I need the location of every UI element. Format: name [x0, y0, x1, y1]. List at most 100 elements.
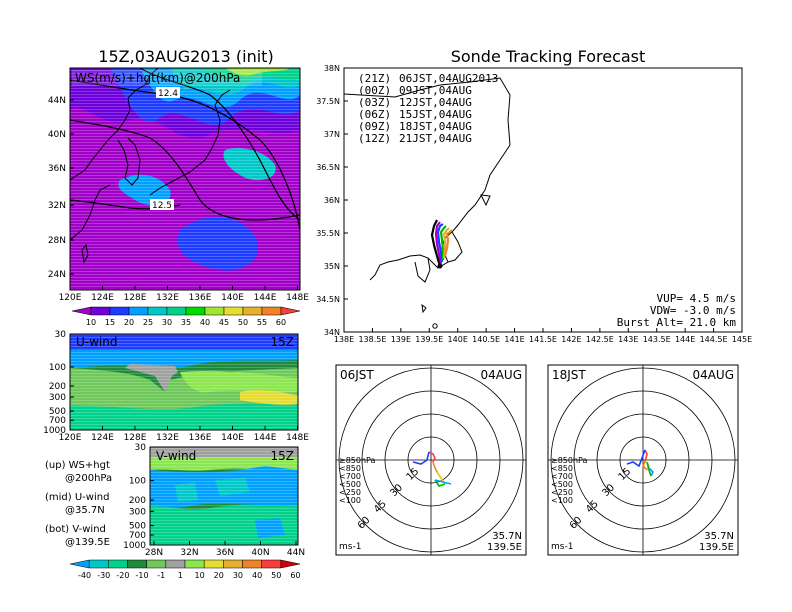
legend-up-line: (up) WS+hgt	[45, 460, 110, 471]
korea-coastline	[117, 137, 141, 186]
ws-colorbar: 10 15 20 25 30 35 40 45 50 55 60	[71, 306, 301, 327]
lon-tick-label: 139.5E	[415, 335, 443, 344]
lon-tick-label: 142.5E	[586, 335, 614, 344]
init-title: 15Z,03AUG2013 (init)	[98, 47, 273, 66]
ws-map-label: WS(m/s)+hgt(km)@200hPa	[75, 71, 240, 85]
sonde-track	[430, 219, 442, 267]
pressure-tick-label: 500	[129, 522, 146, 532]
lon-tick-label: 140E	[221, 293, 244, 303]
sonde-track	[439, 225, 447, 260]
colorbar-label: -1	[157, 571, 165, 580]
legend-bot-line: (bot) V-wind	[45, 524, 106, 535]
legend-utc: (21Z)	[358, 72, 391, 85]
hodo-lon: 139.5E	[487, 542, 522, 553]
colorbar-label: 15	[105, 318, 115, 327]
lat-tick-label: 40N	[48, 130, 66, 140]
colorbar-label: 35	[181, 318, 191, 327]
vwind-label: V-wind	[156, 449, 196, 463]
legend-utc: (00Z)	[358, 84, 391, 97]
lon-tick-label: 144E	[254, 433, 277, 443]
hodo-trace	[428, 451, 436, 463]
hodo-level-label: ≥850hPa	[551, 456, 588, 465]
track-lat-ticks: 38N 37.5N 37N 36.5N 36N 35.5N 35N 34.5N 34N	[316, 64, 348, 337]
colorbar-swatch	[223, 306, 244, 316]
colorbar-swatch	[280, 306, 301, 316]
hodo-lon: 139.5E	[699, 542, 734, 553]
pressure-tick-label: 30	[55, 330, 67, 340]
vwind-lat-ticks: 28N 32N 36N 40N 44N	[145, 541, 305, 558]
lon-tick-label: 144E	[675, 335, 695, 344]
panel-legend: (up) WS+hgt @200hPa (mid) U-wind @35.7N …	[45, 460, 112, 548]
hodo-level-label: <250	[339, 488, 361, 497]
hodo-unit: ms-1	[339, 542, 361, 552]
hodo-level-label: <250	[551, 488, 573, 497]
lon-tick-label: 136E	[189, 293, 212, 303]
island-coastline	[432, 323, 438, 329]
lon-tick-label: 148E	[286, 433, 309, 443]
lon-tick-label: 132E	[156, 293, 179, 303]
sonde-track	[442, 227, 450, 259]
hodo-level-label: <500	[339, 480, 361, 489]
colorbar-label: 55	[257, 318, 267, 327]
ws-map-panel: 12.4 12.5 WS(m/s)+hgt(km)@200hPa 44N 40N 3…	[48, 67, 309, 303]
lon-tick-label: 140E	[448, 335, 468, 344]
colorbar-label: 30	[233, 571, 243, 580]
hodo-level-label: <500	[551, 480, 573, 489]
ws-map-lat-ticks: 44N 40N 36N 32N 28N 24N	[48, 96, 74, 280]
lon-tick-label: 132E	[156, 433, 179, 443]
hodo-date: 04AUG	[692, 368, 734, 382]
lat-tick-label: 36N	[216, 548, 234, 558]
pressure-tick-label: 100	[49, 363, 66, 373]
colorbar-label: 20	[124, 318, 134, 327]
diverging-colorbar: -40 -30 -20 -10 -1 1 10 20 30 40 50 60	[69, 559, 301, 580]
descent-speed: VDW= -3.0 m/s	[650, 304, 736, 317]
launch-point	[437, 263, 443, 269]
pressure-tick-label: 300	[129, 507, 146, 517]
colorbar-label: 50	[238, 318, 248, 327]
hodo-trace	[646, 461, 652, 477]
legend-jst: 15JST,04AUG	[399, 108, 472, 121]
colorbar-swatch	[69, 559, 90, 569]
colorbar-label: 40	[252, 571, 262, 580]
hodo-level-label: <850	[339, 464, 361, 473]
track-legend: (21Z) 06JST,04AUG2013 (00Z) 09JST,04AUG (03Z…	[358, 72, 498, 145]
hodo-level-label: <100	[551, 496, 573, 505]
legend-utc: (12Z)	[358, 132, 391, 145]
colorbar-swatch	[261, 306, 282, 316]
track-map-panel: 38N 37.5N 37N 36.5N 36N 35.5N 35N 34.5N 34N 138E…	[316, 64, 752, 344]
lat-tick-label: 36N	[48, 164, 66, 174]
hodo-date: 04AUG	[480, 368, 522, 382]
colorbar-swatch	[204, 306, 225, 316]
colorbar-label: 10	[194, 571, 204, 580]
lon-tick-label: 145E	[732, 335, 752, 344]
track-lon-ticks: 138E 138.5E 139E 139.5E 140E 140.5E 141E 141.5E…	[334, 328, 752, 344]
hodo-trace	[412, 451, 430, 465]
colorbar-label: 45	[219, 318, 229, 327]
lat-tick-label: 36N	[324, 196, 340, 205]
lat-tick-label: 44N	[48, 96, 66, 106]
lat-tick-label: 35.5N	[316, 229, 340, 238]
lon-tick-label: 141.5E	[529, 335, 557, 344]
pressure-tick-label: 700	[49, 416, 66, 426]
hodo-level-label: <700	[551, 472, 573, 481]
height-contour	[70, 79, 300, 231]
uwind-label: U-wind	[76, 335, 117, 349]
hodo-level-label: <700	[339, 472, 361, 481]
sonde-title: Sonde Tracking Forecast	[451, 47, 646, 66]
legend-mid-line: (mid) U-wind	[45, 492, 109, 503]
lon-tick-label: 144E	[254, 293, 277, 303]
lat-tick-label: 32N	[48, 201, 66, 211]
colorbar-swatch	[88, 559, 109, 569]
lat-tick-label: 32N	[180, 548, 198, 558]
legend-jst: 18JST,04AUG	[399, 120, 472, 133]
hodo-trace	[434, 479, 452, 485]
hodo-level-label: <100	[339, 496, 361, 505]
legend-mid-line: @35.7N	[65, 505, 105, 516]
izu-coastline	[414, 257, 431, 283]
colorbar-swatch	[261, 559, 282, 569]
colorbar-swatch	[108, 559, 128, 569]
lat-tick-label: 37.5N	[316, 97, 340, 106]
